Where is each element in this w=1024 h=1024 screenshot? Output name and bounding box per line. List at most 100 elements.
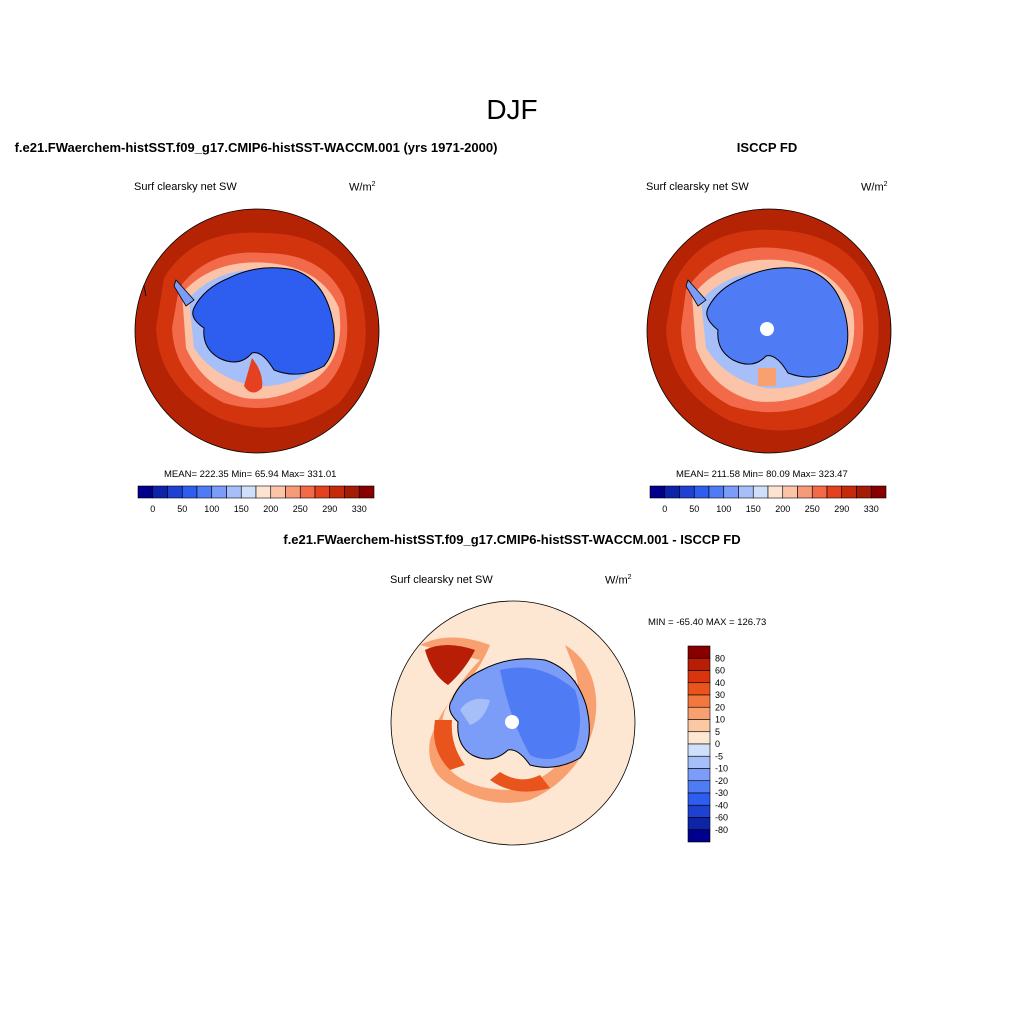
panel-1-colorbar: 0 50 100 150 200 250 290 330 — [137, 485, 375, 514]
colorbar-swatch — [285, 485, 301, 499]
colorbar-swatch — [811, 485, 828, 499]
colorbar-swatch — [152, 485, 168, 499]
colorbar-tick-label: 50 — [177, 504, 187, 514]
colorbar-swatch — [856, 485, 872, 499]
super-title: DJF — [486, 94, 538, 125]
colorbar-tick-label: 0 — [662, 504, 667, 514]
colorbar-tick-label: 330 — [864, 504, 879, 514]
colorbar-swatch — [752, 485, 769, 499]
colorbar-swatch — [723, 485, 739, 499]
antarctic-peninsula — [173, 279, 195, 307]
colorbar-swatch — [344, 485, 360, 499]
panel-3-map — [390, 600, 636, 846]
colorbar-swatch — [687, 780, 711, 794]
colorbar-tick-label: 5 — [715, 727, 720, 737]
diff-warm-ring — [420, 637, 597, 803]
map-boundary — [390, 600, 636, 846]
colorbar-swatch — [240, 485, 257, 499]
ross-ice-shelf-patch — [758, 368, 776, 386]
colorbar-swatch — [687, 792, 711, 806]
panel-2-stats: MEAN= 211.58 Min= 80.09 Max= 323.47 — [676, 469, 848, 480]
colorbar-swatch — [782, 485, 798, 499]
colorbar-tick-label: -60 — [715, 813, 728, 823]
antarctica-landmass — [706, 267, 849, 378]
colorbar-swatch — [687, 694, 711, 708]
antarctic-peninsula — [685, 279, 707, 307]
colorbar-swatch — [687, 829, 711, 843]
colorbar-swatch — [314, 485, 331, 499]
colorbar-swatch — [270, 485, 286, 499]
colorbar-swatch — [196, 485, 213, 499]
colorbar-tick-label: -30 — [715, 788, 728, 798]
panel-1-variable: Surf clearsky net SW — [134, 181, 237, 193]
colorbar-tick-label: 10 — [715, 715, 725, 725]
colorbar-tick-label: 100 — [716, 504, 731, 514]
colorbar-tick-label: -10 — [715, 764, 728, 774]
colorbar-swatch — [687, 645, 711, 659]
colorbar-tick-label: 200 — [775, 504, 790, 514]
colorbar-tick-label: -80 — [715, 825, 728, 835]
panel-2-map — [646, 208, 892, 454]
colorbar-swatch — [870, 485, 887, 499]
colorbar-swatch — [255, 485, 272, 499]
colorbar-swatch — [687, 682, 711, 696]
panel-2-title: ISCCP FD — [736, 140, 798, 155]
antarctica-landmass — [192, 267, 335, 375]
colorbar-tick-label: -40 — [715, 800, 728, 810]
colorbar-swatch — [181, 485, 198, 499]
panel-3-stats: MIN = -65.40 MAX = 126.73 — [648, 617, 767, 628]
colorbar-tick-label: 0 — [150, 504, 155, 514]
colorbar-tick-label: 290 — [834, 504, 849, 514]
colorbar-swatch — [687, 755, 711, 769]
panel-3-variable: Surf clearsky net SW — [390, 574, 493, 586]
colorbar-tick-label: 20 — [715, 702, 725, 712]
panel-1-stats: MEAN= 222.35 Min= 65.94 Max= 331.01 — [164, 469, 337, 480]
panel-2-colorbar: 0 50 100 150 200 250 290 330 — [649, 485, 887, 514]
colorbar-swatch — [687, 719, 711, 733]
colorbar-swatch — [687, 731, 711, 745]
colorbar-tick-label: 150 — [746, 504, 761, 514]
colorbar-swatch — [693, 485, 710, 499]
diff-peninsula-max — [425, 645, 475, 685]
panel-2-variable: Surf clearsky net SW — [646, 181, 749, 193]
colorbar-tick-label: 40 — [715, 678, 725, 688]
diff-warm-patch-south — [490, 772, 550, 792]
diff-cool-east — [500, 667, 580, 759]
colorbar-tick-label: -20 — [715, 776, 728, 786]
panel-1-units: W/m2 — [349, 181, 376, 194]
colorbar-tick-label: 30 — [715, 690, 725, 700]
colorbar-swatch — [649, 485, 666, 499]
panel-3-colorbar: 80 60 40 30 20 10 5 0 -5 -10 -20 -30 -40 -60 -80 — [687, 645, 728, 843]
diff-cool-west — [460, 698, 490, 725]
colorbar-swatch — [167, 485, 183, 499]
colorbar-swatch — [687, 670, 711, 684]
colorbar-tick-label: 250 — [805, 504, 820, 514]
colorbar-swatch — [708, 485, 725, 499]
colorbar-swatch — [687, 657, 711, 671]
colorbar-swatch — [329, 485, 345, 499]
colorbar-tick-label: 0 — [715, 739, 720, 749]
colorbar-tick-label: -5 — [715, 751, 723, 761]
colorbar-swatch — [738, 485, 754, 499]
colorbar-tick-label: 60 — [715, 666, 725, 676]
colorbar-tick-label: 100 — [204, 504, 219, 514]
colorbar-swatch — [841, 485, 857, 499]
panel-3-title: f.e21.FWaerchem-histSST.f09_g17.CMIP6-hi… — [283, 532, 741, 547]
panel-1-title: f.e21.FWaerchem-histSST.f09_g17.CMIP6-hi… — [14, 140, 498, 155]
colorbar-tick-label: 150 — [234, 504, 249, 514]
pole-hole — [760, 322, 774, 336]
colorbar-swatch — [797, 485, 813, 499]
colorbar-swatch — [687, 817, 711, 831]
colorbar-tick-label: 200 — [263, 504, 278, 514]
colorbar-tick-label: 290 — [322, 504, 337, 514]
colorbar-tick-label: 80 — [715, 653, 725, 663]
colorbar-swatch — [679, 485, 695, 499]
colorbar-swatch — [826, 485, 843, 499]
colorbar-tick-label: 250 — [293, 504, 308, 514]
map-boundary — [646, 208, 892, 454]
colorbar-swatch — [358, 485, 375, 499]
map-boundary — [134, 208, 380, 454]
colorbar-tick-label: 50 — [689, 504, 699, 514]
colorbar-swatch — [767, 485, 784, 499]
colorbar-tick-label: 330 — [352, 504, 367, 514]
